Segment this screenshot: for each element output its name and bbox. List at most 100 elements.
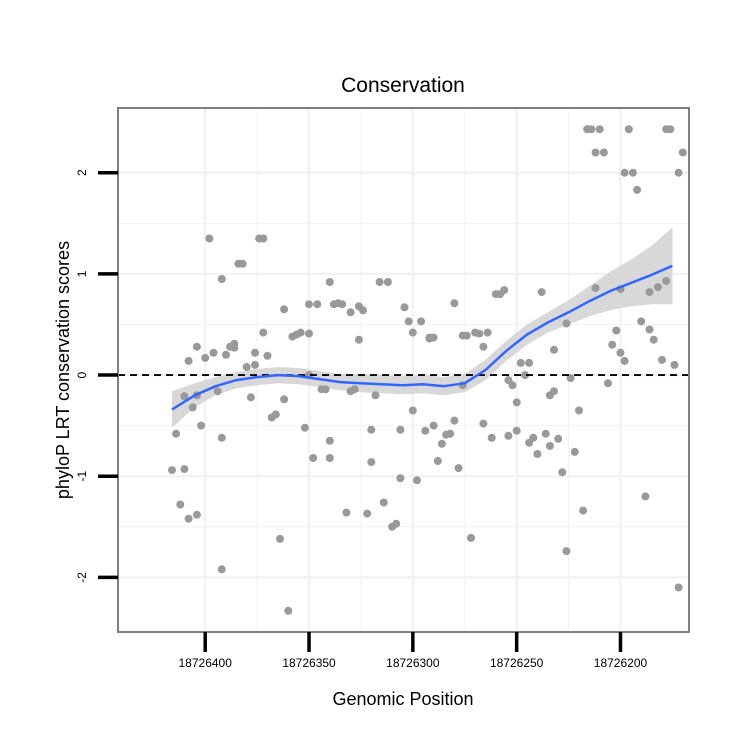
x-axis-ticks: 18726400 18726350 18726300 18726250 18726200 [179, 632, 648, 670]
data-point [591, 148, 600, 157]
data-point [649, 335, 658, 344]
x-tick-label: 18726200 [594, 656, 648, 670]
data-point [670, 360, 679, 369]
data-point [658, 355, 666, 364]
panel-border [117, 107, 690, 633]
data-point [467, 533, 475, 542]
data-point [404, 317, 413, 326]
data-point [645, 288, 654, 297]
data-point [280, 305, 289, 314]
x-tick-label: 18726300 [386, 656, 440, 670]
data-point [483, 328, 492, 337]
x-tick-label: 18726250 [490, 656, 544, 670]
data-point [479, 342, 488, 351]
data-point [628, 168, 637, 177]
data-point [408, 328, 417, 337]
data-point [475, 329, 484, 338]
data-point [246, 393, 255, 402]
data-point [176, 500, 185, 509]
data-point [512, 426, 521, 435]
data-point [192, 510, 201, 519]
data-point [213, 387, 222, 396]
data-point [637, 317, 646, 326]
data-point [363, 509, 372, 518]
data-point [516, 358, 525, 367]
data-point [604, 379, 612, 388]
data-point [550, 387, 558, 396]
data-point [379, 498, 388, 507]
data-point [309, 454, 318, 462]
data-point [595, 125, 604, 134]
data-point [479, 419, 488, 428]
data-point [533, 450, 542, 458]
data-point [192, 342, 201, 351]
data-point [429, 421, 438, 430]
data-point [300, 423, 309, 432]
x-axis-label: Genomic Position [332, 689, 473, 709]
data-point [359, 306, 367, 315]
data-point [238, 259, 247, 268]
data-point [271, 410, 280, 419]
y-tick-label: 2 [75, 169, 89, 176]
data-point [525, 358, 534, 367]
y-axis-ticks: -2 -1 0 1 2 [75, 169, 118, 583]
data-point [276, 534, 284, 543]
data-point [521, 371, 529, 380]
data-point [641, 492, 650, 501]
data-point [346, 308, 355, 317]
data-point [321, 385, 330, 394]
data-point [566, 374, 575, 383]
data-point [554, 434, 563, 443]
data-point [662, 277, 671, 285]
data-point [242, 363, 251, 371]
data-point [500, 286, 509, 295]
data-point [570, 447, 579, 456]
y-axis-label: phyloP LRT conservation scores [53, 241, 73, 499]
data-point [421, 426, 430, 435]
data-point [562, 547, 571, 556]
data-point [197, 421, 206, 430]
data-point [350, 385, 359, 394]
data-point [674, 168, 683, 177]
data-point [678, 148, 687, 157]
data-point [666, 125, 675, 134]
y-tick-label: 0 [75, 371, 89, 378]
data-point [550, 345, 558, 354]
data-point [433, 457, 442, 465]
data-point [529, 433, 538, 442]
data-point [367, 425, 376, 434]
y-tick-label: 1 [75, 270, 89, 277]
data-point [230, 343, 239, 352]
data-point [575, 406, 583, 415]
data-point [251, 360, 259, 369]
data-point [180, 392, 189, 401]
data-point [305, 329, 313, 338]
data-point [674, 583, 683, 592]
data-point [392, 519, 401, 528]
data-point [591, 284, 600, 293]
data-points-layer [168, 125, 687, 615]
data-point [338, 300, 347, 309]
data-point [325, 278, 334, 286]
data-point [396, 425, 405, 434]
data-point [180, 465, 189, 474]
data-point [446, 429, 455, 438]
data-point [437, 439, 446, 448]
data-point [583, 125, 592, 134]
data-point [371, 391, 380, 400]
data-point [263, 351, 272, 360]
data-point [454, 464, 463, 473]
data-point [172, 429, 181, 438]
data-point [375, 278, 384, 286]
data-point [417, 317, 426, 326]
data-point [620, 168, 629, 177]
data-point [325, 436, 334, 445]
data-point [541, 429, 550, 438]
data-point [305, 300, 313, 309]
data-point [251, 348, 259, 357]
smooth-line-layer [171, 264, 673, 411]
data-point [296, 328, 305, 337]
y-tick-label: -2 [75, 572, 89, 583]
data-point [450, 299, 459, 308]
